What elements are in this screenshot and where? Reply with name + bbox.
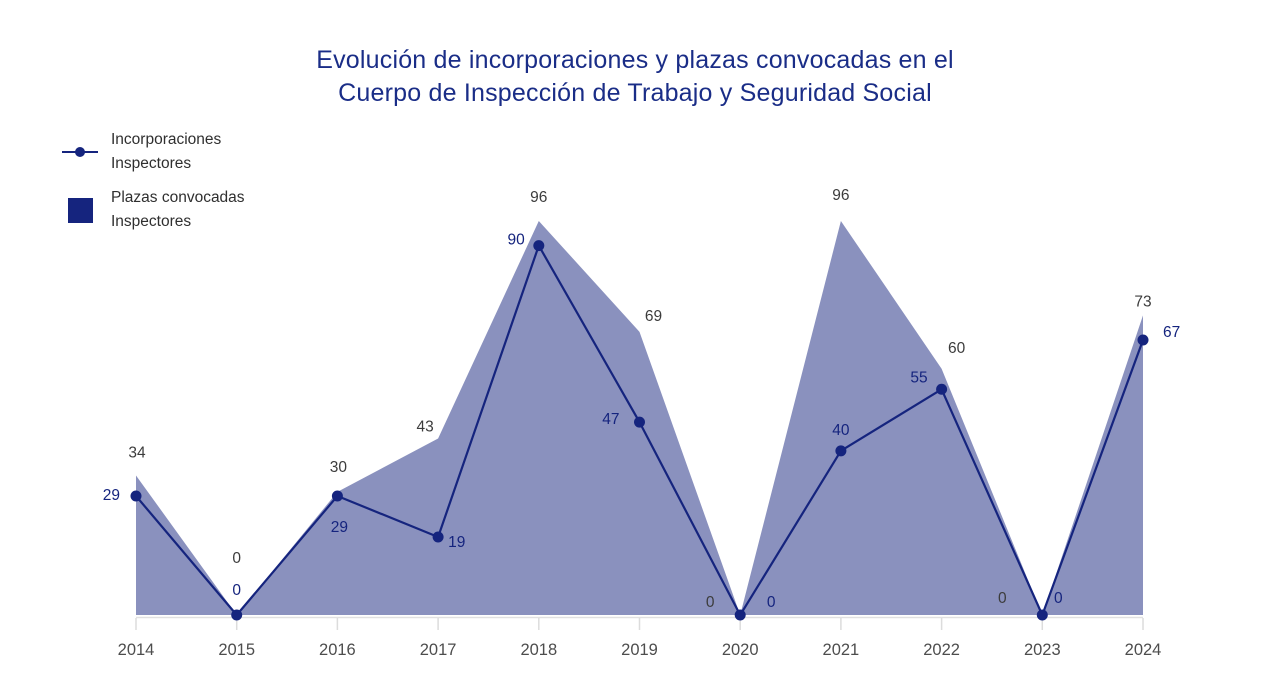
- x-axis-label: 2018: [520, 641, 557, 659]
- legend-line-marker: [62, 147, 98, 157]
- legend-label-text: Plazas convocadas: [111, 189, 245, 206]
- legend-label-plazas: Plazas convocadas Inspectores: [111, 186, 245, 234]
- data-point-dot-2023[interactable]: [1036, 609, 1048, 621]
- line-value-label-2024: 67: [1163, 324, 1180, 341]
- area-value-label-2020: 0: [706, 594, 715, 611]
- x-axis-label: 2015: [218, 641, 255, 659]
- x-axis-label: 2021: [823, 641, 860, 659]
- data-point-dot-2021[interactable]: [835, 445, 847, 457]
- data-point-dot-2017[interactable]: [432, 531, 444, 543]
- area-value-label-2017: 43: [416, 419, 433, 436]
- chart-title-line2: Cuerpo de Inspección de Trabajo y Seguri…: [338, 79, 932, 107]
- legend-square-marker: [67, 197, 93, 223]
- chart-legend: Incorporaciones Inspectores Plazas convo…: [58, 128, 245, 234]
- square-legend-icon: [58, 197, 102, 223]
- data-point-dot-2014[interactable]: [130, 490, 142, 502]
- area-value-label-2018: 96: [530, 189, 547, 206]
- area-value-label-2015: 0: [232, 550, 241, 567]
- legend-label-text: Inspectores: [111, 213, 192, 230]
- area-value-label-2023: 0: [998, 590, 1007, 607]
- line-value-label-2014: 29: [103, 487, 120, 504]
- data-point-dot-2015[interactable]: [231, 609, 243, 621]
- area-value-label-2016: 30: [330, 459, 348, 476]
- x-axis-label: 2020: [722, 641, 759, 659]
- data-point-dot-2022[interactable]: [936, 383, 948, 395]
- line-value-label-2023: 0: [1054, 590, 1063, 607]
- line-value-label-2016: 29: [331, 519, 348, 536]
- area-value-label-2021: 96: [832, 187, 849, 204]
- line-value-label-2021: 40: [832, 422, 850, 439]
- line-value-label-2020: 0: [767, 594, 776, 611]
- legend-item-incorporaciones[interactable]: Incorporaciones Inspectores: [58, 128, 245, 176]
- x-axis-label: 2016: [319, 641, 356, 659]
- data-point-dot-2019[interactable]: [634, 416, 645, 428]
- data-point-dot-2020[interactable]: [734, 609, 746, 621]
- line-dot-legend-icon: [58, 147, 102, 157]
- line-value-label-2019: 47: [602, 411, 619, 428]
- legend-label-text: Inspectores: [111, 155, 192, 172]
- area-value-label-2024: 73: [1134, 293, 1151, 310]
- area-value-label-2022: 60: [948, 340, 966, 357]
- line-value-label-2022: 55: [910, 369, 927, 386]
- line-value-label-2017: 19: [448, 534, 465, 551]
- data-point-dot-2024[interactable]: [1137, 334, 1149, 346]
- legend-label-text: Incorporaciones: [111, 131, 222, 148]
- x-axis-label: 2022: [923, 641, 960, 659]
- legend-line-marker-dot: [75, 147, 85, 157]
- x-axis-label: 2024: [1125, 641, 1162, 659]
- area-value-label-2019: 69: [645, 308, 662, 325]
- chart-title: Evolución de incorporaciones y plazas co…: [0, 44, 1270, 110]
- data-point-dot-2018[interactable]: [533, 240, 545, 252]
- area-value-label-2014: 34: [128, 444, 146, 461]
- legend-item-plazas-convocadas[interactable]: Plazas convocadas Inspectores: [58, 186, 245, 234]
- data-point-dot-2016[interactable]: [331, 490, 343, 502]
- line-value-label-2018: 90: [508, 232, 526, 249]
- x-axis-label: 2014: [118, 641, 155, 659]
- line-value-label-2015: 0: [232, 582, 241, 599]
- chart-title-line1: Evolución de incorporaciones y plazas co…: [316, 46, 954, 74]
- legend-label-incorporaciones: Incorporaciones Inspectores: [111, 128, 221, 176]
- x-axis-label: 2019: [621, 641, 658, 659]
- x-axis-label: 2017: [420, 641, 457, 659]
- x-axis-label: 2023: [1024, 641, 1061, 659]
